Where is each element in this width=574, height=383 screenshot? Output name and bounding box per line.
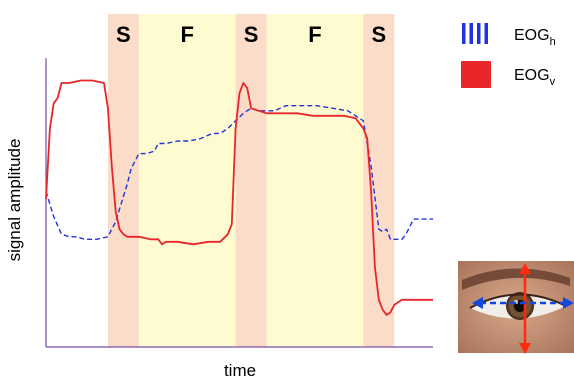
legend: EOGh EOGv	[461, 23, 556, 88]
series-line-eog-h	[45, 105, 433, 240]
band-label-1: F	[181, 22, 194, 47]
band-fixation-3	[266, 14, 364, 347]
legend-swatch-eog-h-bar	[462, 23, 466, 44]
legend-label-eog-v-main: EOG	[514, 67, 550, 84]
band-saccade-4	[363, 14, 395, 347]
legend-label-eog-v-sub: v	[550, 76, 556, 88]
vertical-arrow-head-up	[519, 263, 531, 274]
band-fixation-1	[138, 14, 236, 347]
legend-swatch-eog-h-bar	[477, 23, 481, 44]
horizontal-arrow-head-right	[563, 297, 574, 309]
legend-label-eog-v: EOGv	[514, 67, 556, 88]
y-axis-label: signal amplitude	[5, 139, 24, 262]
legend-swatch-eog-h	[462, 23, 488, 44]
legend-item-eog-h: EOGh	[462, 23, 556, 48]
horizontal-arrow-head-left	[472, 297, 483, 309]
legend-label-eog-h-sub: h	[550, 36, 556, 48]
band-saccade-2	[235, 14, 267, 347]
axes	[45, 58, 433, 348]
legend-swatch-eog-v	[461, 61, 491, 88]
band-label-2: S	[244, 22, 259, 47]
eye-photo	[458, 261, 574, 353]
x-axis-label: time	[224, 361, 256, 380]
vertical-arrow-head-down	[519, 343, 531, 354]
series-layer	[45, 79, 433, 316]
legend-swatch-eog-h-bar	[469, 23, 473, 44]
legend-label-eog-h: EOGh	[514, 27, 556, 48]
legend-swatch-eog-h-bar	[484, 23, 488, 44]
eye-inset	[458, 261, 574, 354]
series-line-eog-v	[45, 79, 433, 316]
legend-label-eog-h-main: EOG	[514, 27, 550, 44]
legend-item-eog-v: EOGv	[461, 61, 556, 88]
band-label-3: F	[308, 22, 321, 47]
band-label-4: S	[371, 22, 386, 47]
band-layer	[107, 14, 395, 347]
band-label-0: S	[116, 22, 131, 47]
